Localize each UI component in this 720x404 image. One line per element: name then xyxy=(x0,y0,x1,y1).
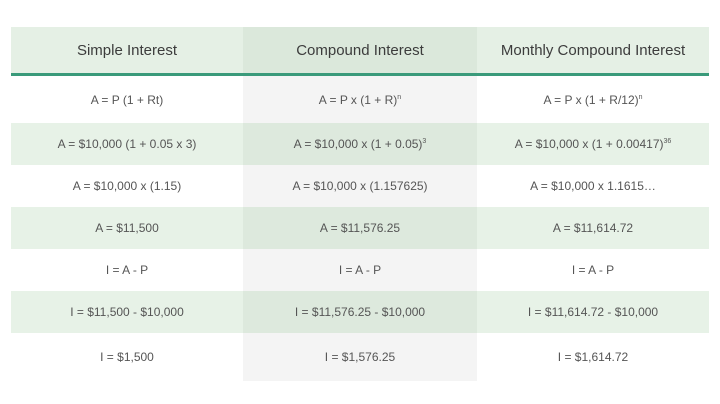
table-cell: A = $10,000 x (1 + 0.05)3 xyxy=(243,123,477,165)
table-row: I = $11,500 - $10,000 I = $11,576.25 - $… xyxy=(11,291,709,333)
table-cell: A = $10,000 x (1 + 0.00417)36 xyxy=(477,123,709,165)
table-cell: A = P x (1 + R)n xyxy=(243,74,477,123)
header-compound-interest: Compound Interest xyxy=(243,27,477,76)
table-cell: A = $11,614.72 xyxy=(477,207,709,249)
header-simple-interest: Simple Interest xyxy=(11,27,243,76)
table-cell: A = $11,500 xyxy=(11,207,243,249)
table-cell: I = A - P xyxy=(243,249,477,291)
table-row: I = $1,500 I = $1,576.25 I = $1,614.72 xyxy=(11,333,709,380)
table-row: A = $10,000 (1 + 0.05 x 3) A = $10,000 x… xyxy=(11,123,709,165)
table-cell: A = $11,576.25 xyxy=(243,207,477,249)
table-cell: A = $10,000 (1 + 0.05 x 3) xyxy=(11,123,243,165)
table-cell: A = P (1 + Rt) xyxy=(11,74,243,123)
table-cell: A = $10,000 x (1.15) xyxy=(11,165,243,207)
table-cell: I = $1,614.72 xyxy=(477,333,709,380)
table-cell: A = $10,000 x 1.1615… xyxy=(477,165,709,207)
table-row: A = $10,000 x (1.15) A = $10,000 x (1.15… xyxy=(11,165,709,207)
interest-comparison-table: Simple Interest Compound Interest Monthl… xyxy=(11,27,709,380)
table-row: A = P (1 + Rt) A = P x (1 + R)n A = P x … xyxy=(11,74,709,123)
table-cell: I = $1,500 xyxy=(11,333,243,380)
table-cell: I = $1,576.25 xyxy=(243,333,477,380)
table-row: A = $11,500 A = $11,576.25 A = $11,614.7… xyxy=(11,207,709,249)
table-cell: I = $11,500 - $10,000 xyxy=(11,291,243,333)
table-cell: I = $11,576.25 - $10,000 xyxy=(243,291,477,333)
table-cell: I = $11,614.72 - $10,000 xyxy=(477,291,709,333)
header-monthly-compound-interest: Monthly Compound Interest xyxy=(477,27,709,76)
table-cell: I = A - P xyxy=(477,249,709,291)
header-row: Simple Interest Compound Interest Monthl… xyxy=(11,27,709,76)
table-cell: A = P x (1 + R/12)n xyxy=(477,74,709,123)
table-row: I = A - P I = A - P I = A - P xyxy=(11,249,709,291)
table-cell: I = A - P xyxy=(11,249,243,291)
table-cell: A = $10,000 x (1.157625) xyxy=(243,165,477,207)
